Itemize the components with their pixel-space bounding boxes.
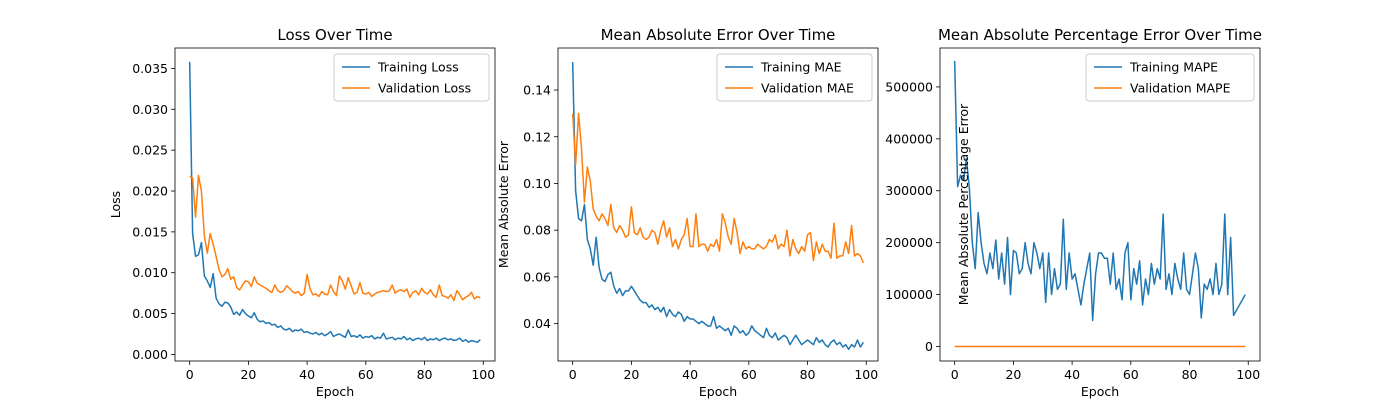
x-axis-label: Epoch (1081, 384, 1119, 399)
x-tick-label: 100 (854, 367, 878, 382)
y-tick-label: 300000 (885, 183, 933, 198)
legend: Training MAPE Validation MAPE (1085, 53, 1255, 102)
series-line-1 (571, 61, 864, 351)
y-axis-label: Mean Absolute Error (496, 140, 511, 268)
x-tick-label: 100 (471, 367, 495, 382)
chart-panels: 0 20 40 60 80 100 0.000 0.005 0.010 0.015 0.020 0.0… (108, 26, 1262, 399)
series-line-1 (953, 60, 1246, 322)
x-tick-label: 80 (800, 367, 816, 382)
x-tick-label: 40 (682, 367, 698, 382)
x-tick-label: 0 (569, 367, 577, 382)
x-tick-label: 40 (1064, 367, 1080, 382)
legend-label: Training Loss (377, 60, 459, 75)
chart-panel-3: 0 20 40 60 80 100 0 100000 200000 300000 400000 500… (885, 26, 1262, 399)
x-axis-label: Epoch (316, 384, 354, 399)
chart-panel-1: 0 20 40 60 80 100 0.000 0.005 0.010 0.015 0.020 0.0… (108, 26, 496, 399)
y-tick-label: 0.12 (523, 129, 551, 144)
legend-label: Training MAE (760, 60, 842, 75)
y-tick-label: 0.000 (132, 347, 168, 362)
x-tick-label: 100 (1236, 367, 1260, 382)
y-tick-label: 0.04 (523, 316, 551, 331)
chart-panel-2: 0 20 40 60 80 100 0.04 0.06 0.08 0.10 0.12 0.14 Mean… (496, 26, 879, 399)
plot-frame (939, 47, 1261, 362)
y-tick-label: 0.015 (132, 224, 168, 239)
x-tick-label: 40 (299, 367, 315, 382)
y-tick-label: 0.030 (132, 102, 168, 117)
legend-box (333, 53, 490, 102)
y-tick-label: 0.025 (132, 143, 168, 158)
y-tick-label: 0.14 (523, 83, 551, 98)
series-line-2 (189, 174, 481, 302)
legend-label: Validation MAE (761, 81, 854, 96)
y-tick-label: 0.10 (523, 176, 551, 191)
x-axis-label: Epoch (699, 384, 737, 399)
legend-label: Validation MAPE (1130, 81, 1231, 96)
chart-title: Mean Absolute Error Over Time (601, 26, 836, 44)
y-tick-label: 200000 (885, 235, 933, 250)
y-tick-label: 0.06 (523, 269, 551, 284)
x-tick-label: 20 (1005, 367, 1021, 382)
legend-label: Training MAPE (1129, 60, 1218, 75)
legend-box (1085, 53, 1255, 102)
y-tick-label: 400000 (885, 131, 933, 146)
plot-frame (174, 47, 496, 362)
x-tick-label: 20 (623, 367, 639, 382)
x-tick-label: 0 (186, 367, 194, 382)
legend-box (716, 53, 873, 102)
y-tick-label: 0 (925, 339, 933, 354)
y-tick-label: 0.035 (132, 61, 168, 76)
legend-label: Validation Loss (378, 81, 471, 96)
y-axis-label: Loss (108, 191, 123, 218)
x-tick-label: 60 (1123, 367, 1139, 382)
series-line-2 (571, 112, 865, 264)
x-tick-label: 80 (417, 367, 433, 382)
x-tick-label: 20 (240, 367, 256, 382)
series-line-1 (188, 61, 481, 343)
y-tick-label: 500000 (885, 79, 933, 94)
legend: Training MAE Validation MAE (716, 53, 873, 102)
y-axis-label: Mean Absolute Percentage Error (956, 103, 971, 305)
y-tick-label: 0.010 (132, 265, 168, 280)
y-tick-label: 0.020 (132, 184, 168, 199)
plot-frame (557, 47, 879, 362)
y-tick-label: 100000 (885, 287, 933, 302)
x-tick-label: 0 (951, 367, 959, 382)
chart-title: Loss Over Time (277, 26, 392, 44)
x-tick-label: 80 (1182, 367, 1198, 382)
x-tick-label: 60 (741, 367, 757, 382)
x-tick-label: 60 (358, 367, 374, 382)
y-tick-label: 0.08 (523, 223, 551, 238)
chart-title: Mean Absolute Percentage Error Over Time (938, 26, 1262, 44)
legend: Training Loss Validation Loss (333, 53, 490, 102)
y-tick-label: 0.005 (132, 306, 168, 321)
